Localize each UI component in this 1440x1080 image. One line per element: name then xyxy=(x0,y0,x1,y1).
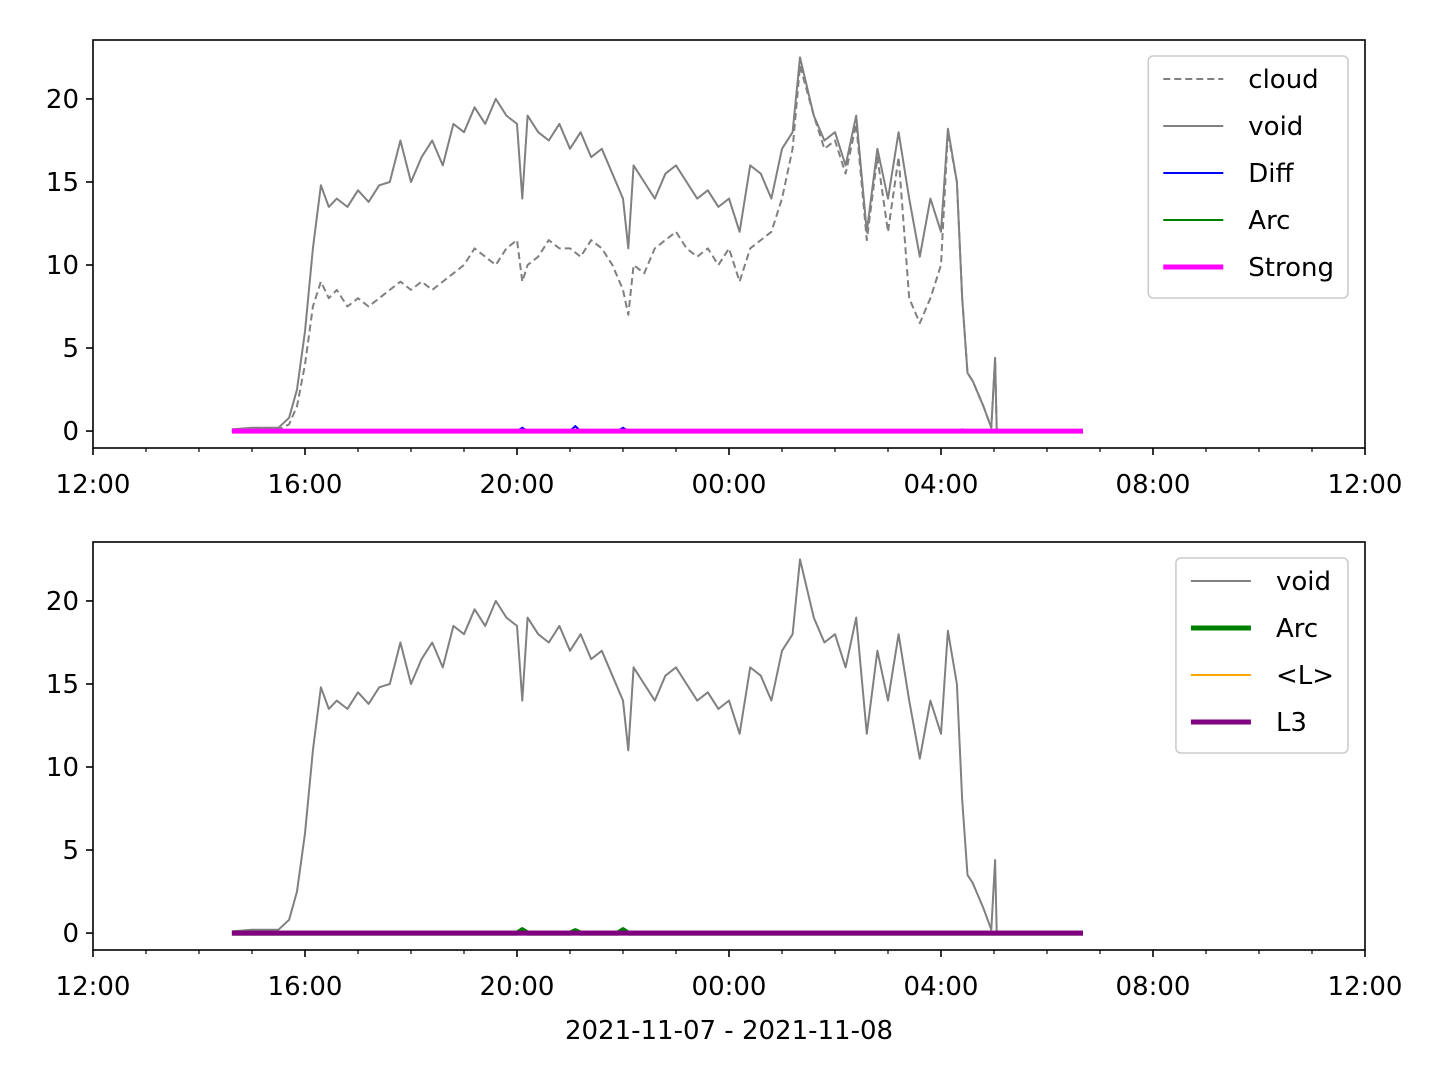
legend-label: <L> xyxy=(1276,661,1334,691)
x-tick-label: 20:00 xyxy=(480,972,555,1002)
y-tick-label: 0 xyxy=(62,919,79,949)
x-tick-label: 12:00 xyxy=(56,972,131,1002)
x-tick-label: 12:00 xyxy=(1328,972,1403,1002)
x-tick-label: 16:00 xyxy=(268,470,343,500)
axes-frame xyxy=(92,541,1366,951)
y-tick-label: 20 xyxy=(46,587,79,617)
legend: void Arc <L> L3 xyxy=(1175,557,1349,754)
x-tick-label: 04:00 xyxy=(904,972,979,1002)
x-tick-label: 12:00 xyxy=(56,470,131,500)
y-tick-label: 15 xyxy=(46,670,79,700)
series-line xyxy=(231,56,998,431)
legend-label: void xyxy=(1276,567,1331,597)
x-tick-label: 08:00 xyxy=(1116,470,1191,500)
x-tick-label: 00:00 xyxy=(692,972,767,1002)
y-tick-label: 15 xyxy=(46,168,79,198)
y-tick-label: 5 xyxy=(62,836,79,866)
x-tick-label: 04:00 xyxy=(904,470,979,500)
legend-label: Strong xyxy=(1248,253,1334,283)
legend-label: Arc xyxy=(1276,614,1318,644)
legend-box xyxy=(1175,557,1349,754)
x-tick-label: 08:00 xyxy=(1116,972,1191,1002)
legend-label: L3 xyxy=(1276,708,1307,738)
series-line xyxy=(231,64,998,431)
x-tick-label: 16:00 xyxy=(268,972,343,1002)
legend: cloud void Diff Arc Strong xyxy=(1147,55,1349,299)
x-axis-label: 2021-11-07 - 2021-11-08 xyxy=(565,1016,893,1046)
y-tick-label: 10 xyxy=(46,251,79,281)
legend-box xyxy=(1147,55,1349,299)
axes: 0 5 10 15 20 12:00 16:00 20:00 00:00 04:00 08:00 12… xyxy=(46,541,1403,1046)
legend-label: cloud xyxy=(1248,65,1318,95)
axes: 0 5 10 15 20 12:00 16:00 20:00 00:00 04:00 08:00 12… xyxy=(46,39,1403,500)
legend-label: void xyxy=(1248,112,1303,142)
x-tick-label: 00:00 xyxy=(692,470,767,500)
y-tick-label: 10 xyxy=(46,753,79,783)
legend-label: Arc xyxy=(1248,206,1290,236)
legend-label: Diff xyxy=(1248,159,1294,189)
y-tick-label: 0 xyxy=(62,417,79,447)
y-tick-label: 20 xyxy=(46,85,79,115)
x-tick-label: 12:00 xyxy=(1328,470,1403,500)
series-line xyxy=(231,558,998,933)
y-tick-label: 5 xyxy=(62,334,79,364)
x-tick-label: 20:00 xyxy=(480,470,555,500)
